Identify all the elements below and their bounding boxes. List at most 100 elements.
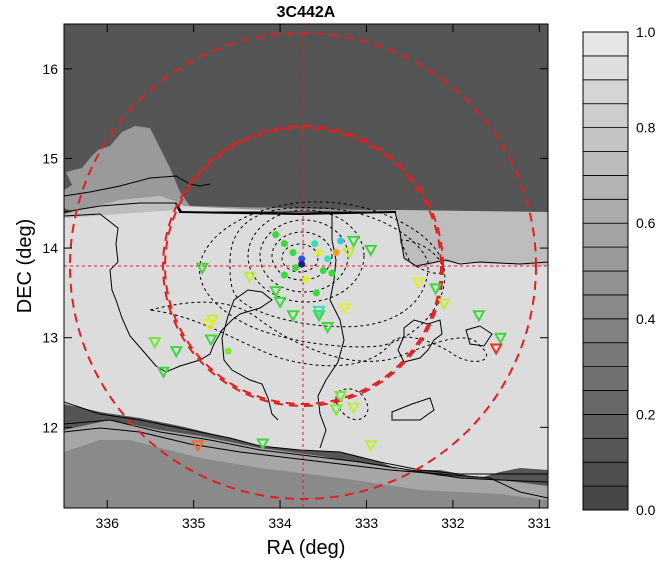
contour-left-upper: [64, 175, 211, 197]
contour-right-2: [391, 397, 435, 421]
colorbar-level: [582, 342, 629, 368]
source-triangle-marker: [312, 305, 326, 318]
colorbar-level: [582, 127, 629, 152]
y-tick-label: 12: [42, 419, 58, 435]
contour-right-1: [397, 319, 443, 363]
source-circle-marker: [289, 249, 297, 257]
contour-bottom-1: [64, 401, 548, 475]
source-circle-marker: [298, 255, 306, 263]
circle-inner: [164, 127, 442, 405]
source-circle-marker: [311, 240, 319, 248]
source-circle-marker: [224, 347, 232, 355]
source-triangle-marker: [333, 390, 348, 404]
source-triangle-marker: [338, 303, 352, 316]
colorbar-tick-label: 0.8: [636, 120, 656, 136]
source-triangle-marker: [191, 440, 205, 453]
source-triangle-marker: [269, 286, 283, 299]
y-axis-ticks: 12 13 14 15 16: [42, 61, 548, 435]
contour-vertical-spine: [317, 212, 345, 449]
colorbar-level: [582, 55, 629, 81]
coverage-region-bottom-dark: [64, 440, 548, 508]
plot-frame: [63, 23, 549, 509]
contour-bottom-3: [64, 427, 548, 499]
source-circle-marker: [280, 240, 288, 248]
source-circle-marker: [280, 271, 288, 279]
source-triangle-marker: [195, 262, 209, 275]
colorbar-level: [582, 318, 629, 344]
colorbar-tick-label: 1.0: [636, 24, 656, 40]
colorbar-tick-label: 0.2: [636, 406, 656, 422]
colorbar-level: [582, 174, 629, 200]
x-axis-ticks: 336 335 334 333 332 331: [96, 24, 551, 531]
source-circle-marker: [337, 237, 345, 245]
colorbar-level: [582, 294, 629, 320]
colorbar-level: [582, 461, 629, 487]
colorbar-level: [582, 222, 629, 248]
x-tick-label: 336: [96, 515, 120, 531]
source-circle-marker: [302, 275, 310, 283]
source-circle-marker: [332, 249, 340, 257]
source-triangle-marker: [493, 332, 508, 345]
source-markers: [148, 231, 508, 453]
colorbar-level: [582, 390, 629, 415]
radius-circles: [69, 32, 537, 500]
coverage-region-inner: [64, 206, 548, 478]
x-tick-label: 334: [268, 515, 292, 531]
y-tick-label: 14: [42, 240, 58, 256]
dashed-contour-4: [247, 209, 365, 303]
chart-title: 3C442A: [277, 4, 336, 21]
x-tick-label: 335: [182, 515, 206, 531]
source-circle-marker: [328, 269, 336, 277]
source-circle-marker: [319, 266, 327, 274]
contour-right-3: [465, 325, 493, 347]
source-triangle-marker: [320, 321, 335, 335]
dashed-contour-5: [229, 207, 429, 328]
colorbar-tick-label: 0.4: [636, 311, 656, 327]
contour-upper-edge-2: [175, 202, 397, 216]
colorbar-level: [582, 103, 629, 128]
source-triangle-marker: [346, 235, 361, 248]
dashed-contour-2: [271, 231, 333, 281]
colorbar-level: [582, 151, 629, 176]
source-triangle-marker: [243, 271, 257, 284]
source-triangle-marker: [411, 277, 426, 290]
source-triangle-marker: [169, 346, 184, 359]
dashed-contour-8: [335, 388, 369, 421]
source-triangle-marker: [156, 366, 171, 379]
dashed-contour-1: [281, 243, 319, 273]
colorbar: 0.0 0.2 0.4 0.6 0.8 1.0: [582, 24, 656, 518]
colorbar-level: [582, 270, 629, 296]
source-circle-marker: [315, 249, 323, 257]
x-tick-label: 333: [355, 515, 379, 531]
colorbar-level: [582, 485, 629, 511]
dashed-contour-9: [399, 239, 445, 274]
contour-upper-edge: [64, 202, 548, 267]
colorbar-level: [582, 413, 629, 439]
y-tick-label: 16: [42, 61, 58, 77]
source-triangle-marker: [312, 310, 326, 323]
y-tick-label: 13: [42, 330, 58, 346]
contour-bottom-2: [64, 419, 548, 483]
x-axis-label: RA (deg): [267, 537, 346, 559]
source-triangle-marker: [342, 247, 356, 260]
source-triangle-marker: [329, 404, 343, 417]
source-triangle-marker: [472, 310, 486, 323]
source-triangle-marker: [148, 337, 162, 350]
y-tick-label: 15: [42, 150, 58, 166]
source-circle-marker: [324, 255, 332, 263]
source-triangle-marker: [256, 438, 270, 451]
x-tick-label: 332: [441, 515, 465, 531]
solid-contours: [64, 175, 548, 499]
source-circle-marker: [292, 264, 300, 272]
colorbar-level: [582, 79, 629, 105]
source-triangle-marker: [204, 334, 218, 347]
colorbar-tick-label: 0.0: [636, 502, 656, 518]
dashed-contour-6: [199, 201, 446, 348]
colorbar-level: [582, 198, 629, 224]
plot-area: [64, 24, 548, 508]
dashed-contour-7: [149, 301, 487, 367]
y-axis-label: DEC (deg): [14, 219, 36, 313]
colorbar-level: [582, 366, 629, 391]
source-triangle-marker: [364, 440, 378, 453]
